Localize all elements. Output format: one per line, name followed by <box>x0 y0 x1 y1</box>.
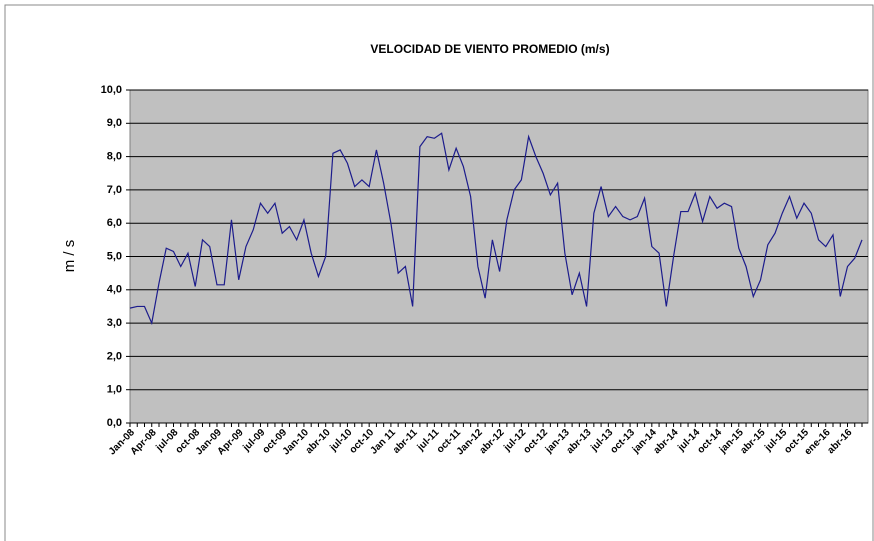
x-tick-label: abr-16 <box>825 427 854 456</box>
x-tick-label: abr-12 <box>478 427 507 456</box>
y-axis-label: m / s <box>61 240 78 273</box>
y-tick-label: 5,0 <box>107 250 122 262</box>
x-tick-label: abr-10 <box>304 427 333 456</box>
x-tick-label: abr-13 <box>565 427 594 456</box>
y-tick-label: 0,0 <box>107 417 122 429</box>
y-tick-label: 7,0 <box>107 184 122 196</box>
y-tick-label: 10,0 <box>101 84 122 96</box>
y-tick-label: 9,0 <box>107 117 122 129</box>
y-tick-label: 4,0 <box>107 284 122 296</box>
chart-title: VELOCIDAD DE VIENTO PROMEDIO (m/s) <box>370 42 609 56</box>
x-tick-label: abr-14 <box>652 427 681 456</box>
x-tick-label: abr-11 <box>391 427 420 456</box>
x-tick-label: abr-15 <box>739 427 768 456</box>
y-tick-label: 1,0 <box>107 384 122 396</box>
y-tick-label: 2,0 <box>107 350 122 362</box>
y-tick-label: 3,0 <box>107 317 122 329</box>
frame <box>4 4 874 541</box>
data-line <box>129 132 863 326</box>
y-tick-label: 6,0 <box>107 217 122 229</box>
y-tick-label: 8,0 <box>107 151 122 163</box>
